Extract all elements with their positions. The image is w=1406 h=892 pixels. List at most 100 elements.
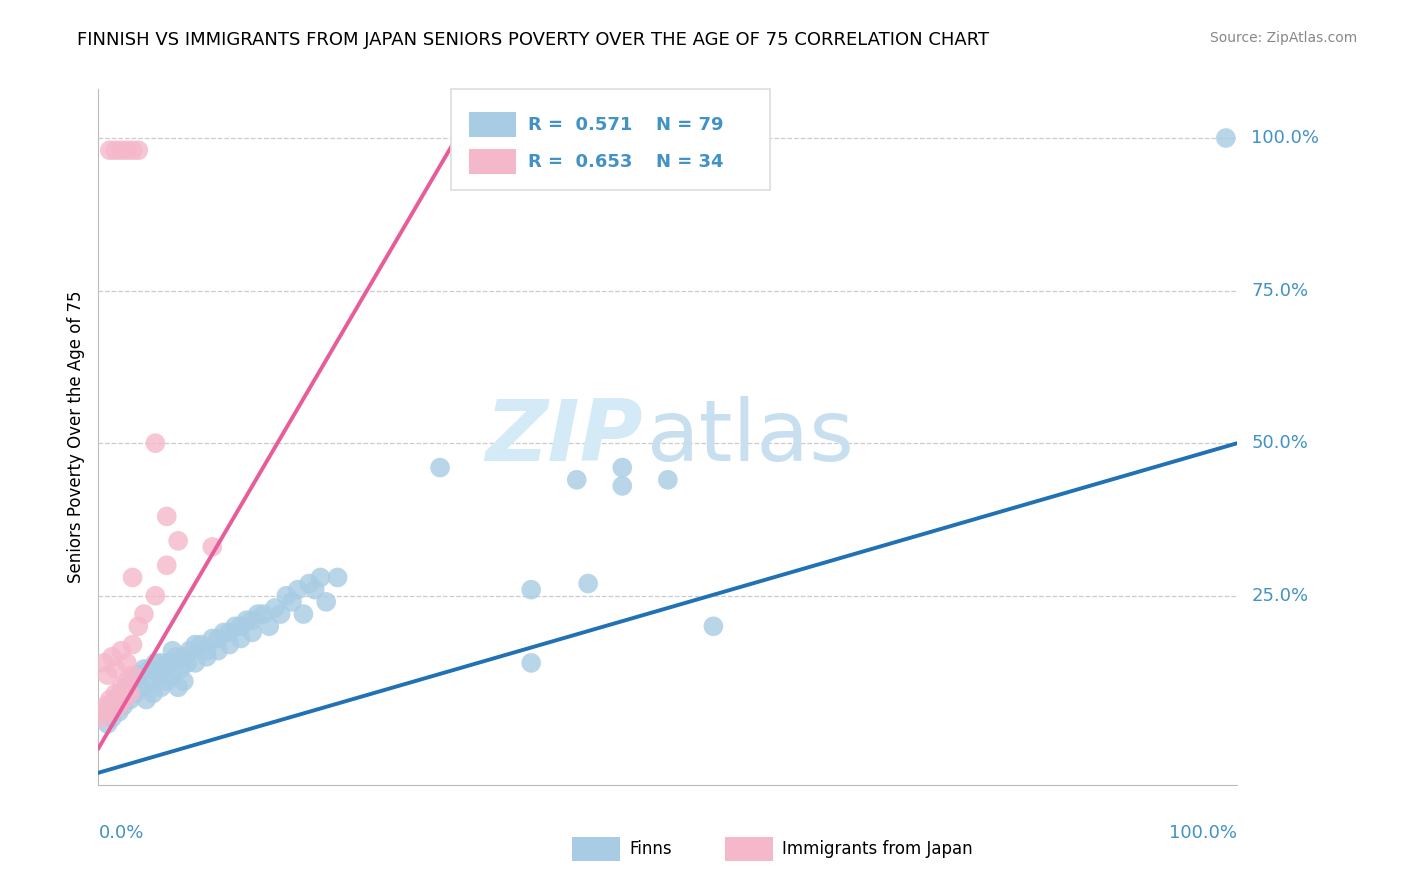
- Point: [224, 619, 246, 633]
- Point: [281, 595, 304, 609]
- Point: [145, 436, 167, 450]
- Text: atlas: atlas: [647, 395, 855, 479]
- Text: 0.0%: 0.0%: [98, 824, 143, 842]
- Point: [115, 656, 138, 670]
- Point: [304, 582, 326, 597]
- Point: [145, 656, 167, 670]
- Point: [276, 589, 298, 603]
- Text: N = 34: N = 34: [657, 153, 724, 170]
- Text: R =  0.653: R = 0.653: [527, 153, 633, 170]
- Point: [121, 638, 143, 652]
- Point: [298, 576, 321, 591]
- Point: [108, 698, 131, 713]
- Point: [104, 662, 127, 676]
- Point: [96, 668, 118, 682]
- Point: [127, 619, 149, 633]
- Text: 50.0%: 50.0%: [1251, 434, 1308, 452]
- FancyBboxPatch shape: [451, 89, 770, 190]
- Point: [1215, 131, 1237, 145]
- FancyBboxPatch shape: [468, 112, 516, 137]
- Point: [165, 649, 187, 664]
- Point: [112, 698, 135, 713]
- Point: [110, 686, 132, 700]
- FancyBboxPatch shape: [725, 837, 773, 861]
- Point: [96, 698, 118, 713]
- Point: [98, 692, 121, 706]
- Point: [207, 632, 229, 646]
- Text: 25.0%: 25.0%: [1251, 587, 1309, 605]
- Point: [157, 656, 180, 670]
- Point: [98, 698, 121, 713]
- Point: [229, 632, 252, 646]
- Point: [120, 692, 142, 706]
- Point: [104, 692, 127, 706]
- Point: [270, 607, 292, 621]
- Point: [108, 705, 131, 719]
- Point: [235, 613, 257, 627]
- Point: [612, 479, 634, 493]
- Point: [156, 509, 179, 524]
- Point: [104, 686, 127, 700]
- Point: [162, 668, 184, 682]
- Point: [201, 540, 224, 554]
- Point: [135, 692, 157, 706]
- Point: [229, 619, 252, 633]
- Point: [184, 638, 207, 652]
- Point: [195, 649, 218, 664]
- Text: ZIP: ZIP: [485, 395, 643, 479]
- Point: [162, 643, 184, 657]
- Text: FINNISH VS IMMIGRANTS FROM JAPAN SENIORS POVERTY OVER THE AGE OF 75 CORRELATION : FINNISH VS IMMIGRANTS FROM JAPAN SENIORS…: [77, 31, 990, 49]
- Point: [169, 662, 191, 676]
- Point: [127, 143, 149, 157]
- Point: [173, 674, 195, 689]
- Point: [240, 613, 263, 627]
- Point: [98, 143, 121, 157]
- Point: [138, 674, 160, 689]
- Point: [156, 558, 179, 573]
- Point: [101, 705, 124, 719]
- Point: [207, 643, 229, 657]
- Point: [315, 595, 337, 609]
- Point: [101, 711, 124, 725]
- Point: [145, 589, 167, 603]
- Point: [146, 668, 169, 682]
- Text: 100.0%: 100.0%: [1251, 129, 1319, 147]
- Point: [292, 607, 315, 621]
- Point: [115, 143, 138, 157]
- Text: R =  0.571: R = 0.571: [527, 116, 633, 134]
- Point: [93, 656, 115, 670]
- Point: [93, 705, 115, 719]
- Point: [104, 692, 127, 706]
- Point: [657, 473, 679, 487]
- Point: [132, 662, 155, 676]
- Point: [127, 668, 149, 682]
- Point: [121, 674, 143, 689]
- Text: Source: ZipAtlas.com: Source: ZipAtlas.com: [1209, 31, 1357, 45]
- Point: [190, 638, 212, 652]
- Point: [218, 625, 240, 640]
- Point: [287, 582, 309, 597]
- Point: [150, 681, 173, 695]
- Point: [121, 570, 143, 584]
- Point: [195, 643, 218, 657]
- Point: [150, 656, 173, 670]
- Point: [124, 686, 146, 700]
- Point: [142, 686, 165, 700]
- Point: [612, 460, 634, 475]
- Point: [167, 533, 190, 548]
- Point: [218, 638, 240, 652]
- Point: [176, 656, 198, 670]
- Point: [138, 662, 160, 676]
- Point: [121, 143, 143, 157]
- Point: [153, 662, 176, 676]
- Point: [115, 681, 138, 695]
- Point: [576, 576, 599, 591]
- Point: [201, 632, 224, 646]
- Point: [156, 674, 179, 689]
- Point: [110, 681, 132, 695]
- Text: 100.0%: 100.0%: [1170, 824, 1237, 842]
- Point: [131, 681, 153, 695]
- Text: Immigrants from Japan: Immigrants from Japan: [782, 840, 973, 858]
- Y-axis label: Seniors Poverty Over the Age of 75: Seniors Poverty Over the Age of 75: [66, 291, 84, 583]
- Point: [264, 601, 287, 615]
